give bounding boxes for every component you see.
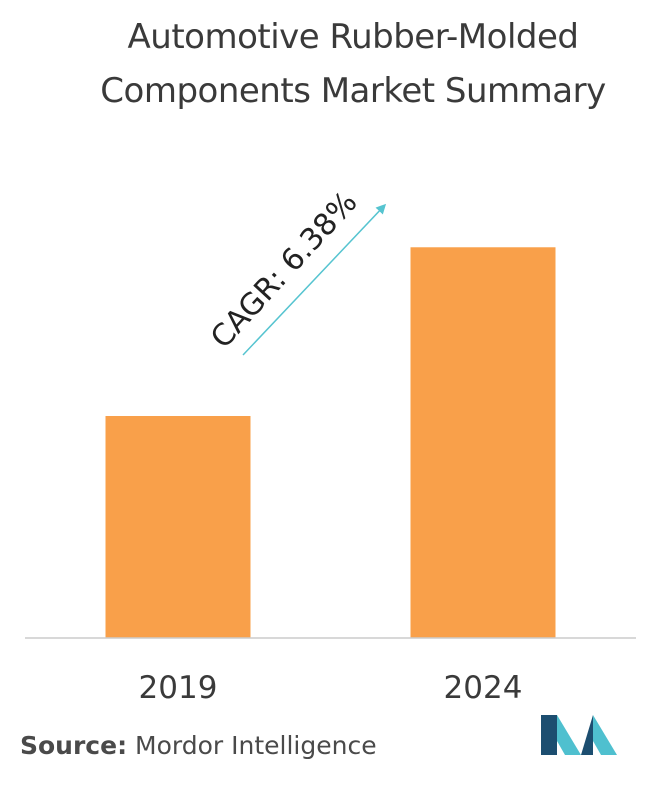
mordor-intelligence-logo-icon [541, 715, 617, 755]
x-tick-labels: 2019 2024 [139, 670, 523, 706]
x-tick-label-2019: 2019 [139, 670, 218, 706]
cagr-arrow [242, 203, 387, 356]
bar-2019 [105, 416, 251, 638]
cagr-label: CAGR: 6.38% [204, 185, 364, 355]
source-text: Mordor Intelligence [135, 731, 377, 760]
chart-title: Automotive Rubber-Molded Components Mark… [100, 17, 606, 111]
bar-2024 [410, 247, 556, 638]
source-label: Source: [20, 731, 128, 760]
source-line: Source: Mordor Intelligence [20, 731, 377, 760]
x-tick-label-2024: 2024 [444, 670, 523, 706]
bar-series [105, 247, 556, 638]
